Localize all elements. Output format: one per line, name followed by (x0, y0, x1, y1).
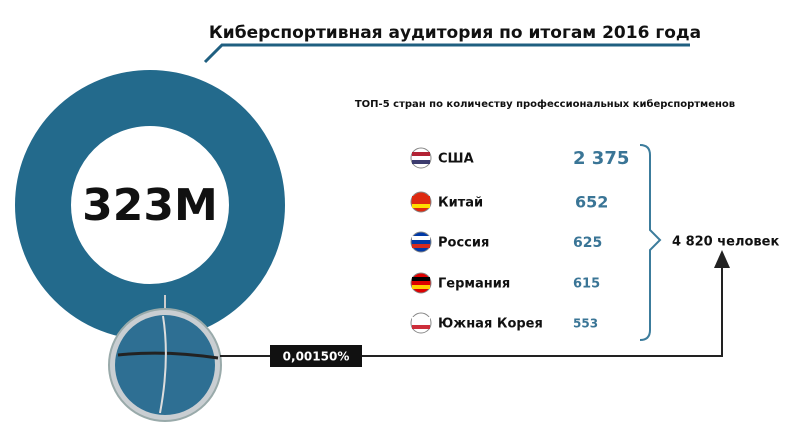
country-name: США (438, 152, 474, 167)
country-name: Южная Корея (438, 317, 543, 332)
magnifier-line (159, 315, 167, 414)
flag-part (412, 160, 430, 164)
bracket (639, 144, 662, 341)
flag-part (412, 317, 430, 321)
flag (410, 147, 432, 169)
flag-part (412, 152, 430, 156)
flag-part (412, 325, 430, 329)
flag-part (412, 285, 430, 289)
country-list: США 2 375 Китай 652 Россия 625 Германия 615 Южна… (410, 147, 629, 334)
country-value: 615 (573, 277, 600, 292)
connector (220, 265, 723, 357)
country-value: 553 (573, 317, 598, 331)
subtitle: ТОП-5 стран по количеству профессиональн… (355, 98, 735, 110)
flag-part (412, 277, 430, 281)
flag-part (412, 196, 430, 200)
flag (410, 272, 432, 294)
title-underline (203, 43, 690, 64)
flag (410, 231, 432, 253)
country-name: Китай (438, 196, 483, 211)
flag (410, 191, 432, 213)
flag-part (412, 236, 430, 240)
donut-center-label: 323M (82, 180, 218, 231)
country-name: Россия (438, 236, 489, 251)
flag-part (412, 244, 430, 248)
arrow-head (714, 250, 730, 268)
share-label: 0,00150% (283, 350, 350, 364)
country-value: 2 375 (573, 148, 629, 169)
country-name: Германия (438, 277, 510, 292)
flag (410, 312, 432, 334)
country-value: 652 (575, 193, 608, 212)
share-box (270, 345, 362, 367)
flag-part (412, 204, 430, 208)
sum-label: 4 820 человек (672, 235, 779, 250)
country-value: 625 (573, 235, 602, 251)
title: Киберспортивная аудитория по итогам 2016… (209, 23, 701, 43)
